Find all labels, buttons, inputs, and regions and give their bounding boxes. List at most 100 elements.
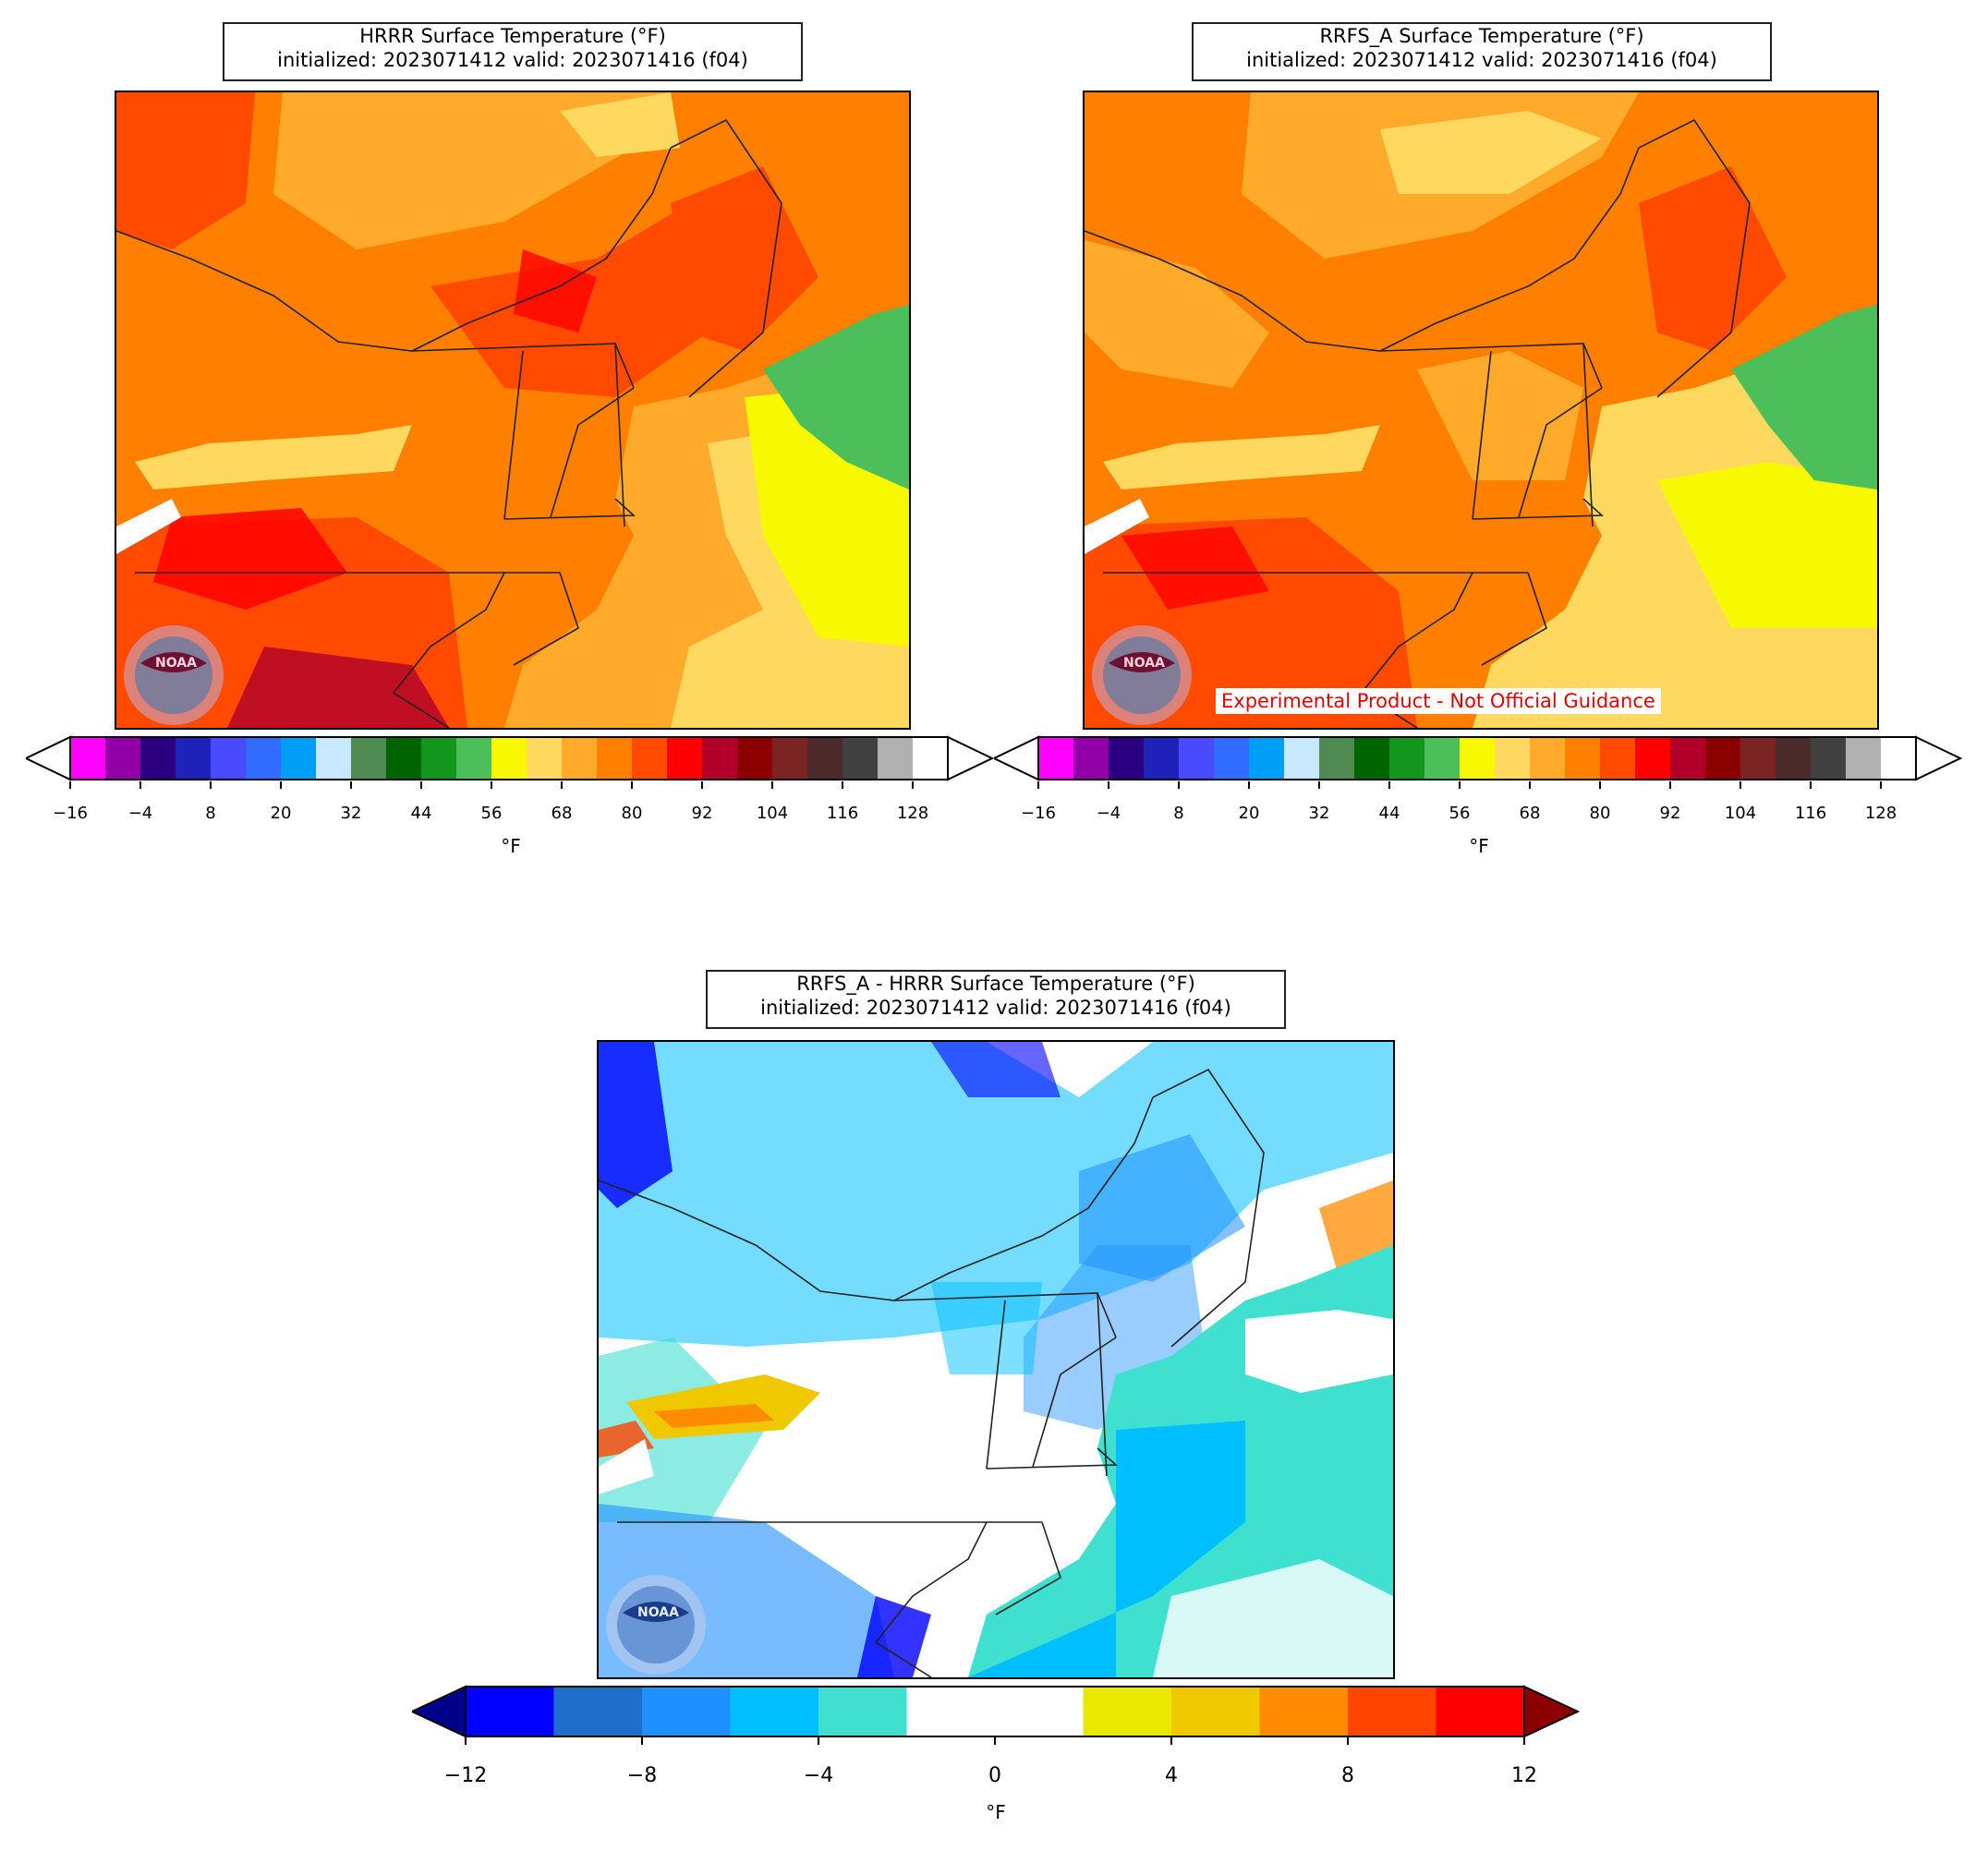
hrrr-extend-low bbox=[23, 735, 71, 781]
diff-tick-label: −4 bbox=[803, 1764, 834, 1787]
diff-tick-mark bbox=[1523, 1736, 1525, 1745]
rrfs-tick-label: 56 bbox=[1449, 804, 1471, 823]
diff-tick-label: 4 bbox=[1165, 1764, 1178, 1787]
hrrr-colorbar-unit: °F bbox=[501, 835, 521, 857]
hrrr-tick-label: 80 bbox=[621, 804, 643, 823]
hrrr-color-segment bbox=[246, 737, 281, 780]
rrfs-color-segment bbox=[1389, 737, 1424, 780]
rrfs-color-segment bbox=[1811, 737, 1846, 780]
diff-color-segment bbox=[995, 1687, 1084, 1736]
hrrr-tick-label: 116 bbox=[826, 804, 859, 823]
hrrr-tick-mark bbox=[912, 781, 914, 789]
diff-color-segment bbox=[730, 1687, 819, 1736]
hrrr-tick-mark bbox=[842, 781, 843, 789]
hrrr-noaa-logo: NOAA bbox=[116, 623, 231, 728]
rrfs-color-segment bbox=[1249, 737, 1284, 780]
diff-color-segment bbox=[1259, 1687, 1349, 1736]
rrfs-tick-mark bbox=[1810, 781, 1812, 789]
rrfs-tick-label: 32 bbox=[1308, 804, 1330, 823]
diff-color-segment bbox=[1083, 1687, 1172, 1736]
rrfs-color-segment bbox=[1881, 737, 1916, 780]
rrfs-map: NOAA Experimental Product - Not Official… bbox=[1083, 91, 1879, 730]
diff-tick-label: 12 bbox=[1511, 1764, 1537, 1787]
diff-colorbar bbox=[409, 1683, 1581, 1740]
rrfs-tick-mark bbox=[1880, 781, 1882, 789]
rrfs-title: RRFS_A Surface Temperature (°F) bbox=[1319, 25, 1644, 47]
hrrr-color-segment bbox=[70, 737, 105, 780]
diff-color-segment bbox=[466, 1687, 554, 1736]
diff-map-svg bbox=[599, 1042, 1393, 1677]
hrrr-logo-text: NOAA bbox=[155, 656, 197, 671]
hrrr-color-segment bbox=[211, 737, 246, 780]
hrrr-color-segment bbox=[351, 737, 386, 780]
rrfs-color-segment bbox=[1284, 737, 1319, 780]
hrrr-title: HRRR Surface Temperature (°F) bbox=[359, 25, 666, 47]
diff-colorbar-unit: °F bbox=[986, 1801, 1006, 1823]
hrrr-color-segment bbox=[913, 737, 948, 780]
diff-colorbar-svg bbox=[409, 1685, 1581, 1738]
rrfs-color-segment bbox=[1495, 737, 1530, 780]
rrfs-tick-mark bbox=[1178, 781, 1180, 789]
hrrr-color-segment bbox=[807, 737, 842, 780]
hrrr-tick-mark bbox=[350, 781, 352, 789]
rrfs-color-segment bbox=[1460, 737, 1495, 780]
rrfs-colorbar-svg bbox=[991, 735, 1963, 781]
diff-subtitle: initialized: 2023071412 valid: 202307141… bbox=[760, 997, 1231, 1019]
rrfs-color-segment bbox=[1073, 737, 1109, 780]
rrfs-title-box: RRFS_A Surface Temperature (°F) initiali… bbox=[1192, 22, 1772, 81]
hrrr-tick-label: 32 bbox=[340, 804, 362, 823]
diff-tick-mark bbox=[1170, 1736, 1172, 1745]
hrrr-map: NOAA bbox=[115, 91, 911, 730]
hrrr-color-segment bbox=[386, 737, 421, 780]
rrfs-extend-low bbox=[991, 735, 1039, 781]
hrrr-color-segment bbox=[667, 737, 702, 780]
rrfs-map-svg bbox=[1085, 92, 1877, 728]
hrrr-tick-mark bbox=[139, 781, 141, 789]
diff-tick-label: −12 bbox=[443, 1764, 488, 1787]
rrfs-tick-label: 80 bbox=[1589, 804, 1611, 823]
hrrr-tick-label: 92 bbox=[691, 804, 713, 823]
hrrr-tick-label: 128 bbox=[896, 804, 929, 823]
hrrr-color-segment bbox=[176, 737, 211, 780]
hrrr-colorbar-svg bbox=[23, 735, 995, 781]
diff-tick-mark bbox=[465, 1736, 467, 1745]
rrfs-tick-label: 104 bbox=[1724, 804, 1757, 823]
rrfs-tick-mark bbox=[1248, 781, 1250, 789]
hrrr-tick-mark bbox=[561, 781, 563, 789]
rrfs-tick-label: 20 bbox=[1238, 804, 1260, 823]
rrfs-color-segment bbox=[1776, 737, 1811, 780]
rrfs-color-segment bbox=[1635, 737, 1670, 780]
rrfs-tick-label: 44 bbox=[1378, 804, 1400, 823]
hrrr-title-box: HRRR Surface Temperature (°F) initialize… bbox=[223, 22, 803, 81]
rrfs-tick-mark bbox=[1599, 781, 1601, 789]
hrrr-tick-label: −4 bbox=[127, 804, 153, 823]
diff-color-segment bbox=[906, 1687, 996, 1736]
hrrr-tick-mark bbox=[69, 781, 71, 789]
rrfs-color-segment bbox=[1038, 737, 1073, 780]
hrrr-color-segment bbox=[456, 737, 491, 780]
diff-noaa-logo: NOAA bbox=[599, 1572, 713, 1677]
rrfs-tick-label: −4 bbox=[1096, 804, 1121, 823]
rrfs-tick-label: 92 bbox=[1659, 804, 1681, 823]
rrfs-logo-text: NOAA bbox=[1123, 656, 1165, 671]
rrfs-color-segment bbox=[1179, 737, 1214, 780]
diff-tick-mark bbox=[994, 1736, 996, 1745]
rrfs-color-segment bbox=[1530, 737, 1565, 780]
hrrr-tick-mark bbox=[631, 781, 633, 789]
hrrr-color-segment bbox=[878, 737, 913, 780]
hrrr-tick-label: 68 bbox=[551, 804, 573, 823]
rrfs-tick-mark bbox=[1529, 781, 1531, 789]
hrrr-map-svg bbox=[116, 92, 909, 728]
rrfs-tick-mark bbox=[1459, 781, 1461, 789]
diff-color-segment bbox=[553, 1687, 643, 1736]
diff-title: RRFS_A - HRRR Surface Temperature (°F) bbox=[796, 973, 1195, 995]
hrrr-color-segment bbox=[281, 737, 316, 780]
hrrr-tick-label: 8 bbox=[205, 804, 216, 823]
hrrr-tick-label: 56 bbox=[480, 804, 503, 823]
rrfs-color-segment bbox=[1740, 737, 1776, 780]
hrrr-color-segment bbox=[842, 737, 878, 780]
experimental-notice: Experimental Product - Not Official Guid… bbox=[1216, 688, 1661, 714]
hrrr-color-segment bbox=[421, 737, 456, 780]
rrfs-color-segment bbox=[1354, 737, 1389, 780]
hrrr-subtitle: initialized: 2023071412 valid: 202307141… bbox=[277, 49, 748, 71]
